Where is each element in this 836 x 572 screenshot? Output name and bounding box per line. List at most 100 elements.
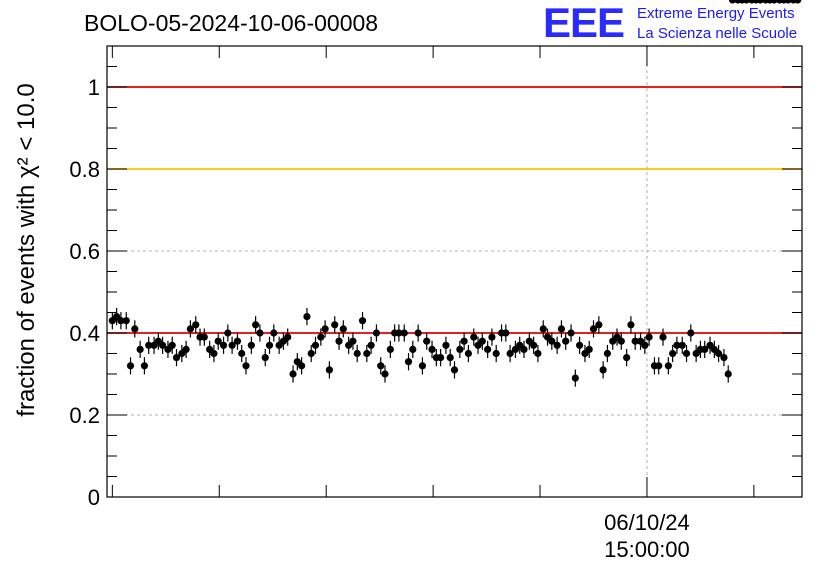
data-point — [585, 345, 593, 353]
data-point — [784, 0, 792, 4]
data-point — [539, 325, 547, 333]
data-point — [349, 337, 357, 345]
data-point — [289, 370, 297, 378]
data-point — [140, 362, 149, 370]
eee-logo-mark: EEE — [543, 0, 625, 46]
data-point — [456, 345, 464, 353]
data-point — [599, 366, 607, 374]
data-point — [571, 374, 579, 382]
data-point — [655, 362, 663, 370]
data-point — [728, 0, 737, 4]
y-tick-label: 0.4 — [69, 321, 100, 346]
data-point — [284, 333, 292, 341]
data-point — [400, 329, 408, 337]
data-point — [664, 362, 672, 370]
data-point — [367, 341, 375, 349]
data-point — [126, 362, 135, 370]
data-point — [214, 337, 222, 345]
data-point — [339, 325, 347, 333]
data-point — [627, 321, 635, 329]
data-point — [122, 317, 130, 325]
data-point — [530, 341, 538, 349]
data-point — [210, 349, 218, 358]
reference-lines — [107, 86, 802, 334]
data-point — [363, 349, 371, 358]
data-point — [117, 317, 125, 325]
data-point — [446, 354, 454, 362]
data-point — [724, 370, 732, 378]
data-point — [311, 341, 320, 349]
data-point — [673, 341, 681, 349]
data-point — [172, 354, 181, 362]
data-point — [136, 345, 144, 353]
data-point — [502, 329, 510, 337]
data-point — [423, 337, 431, 345]
data-point — [381, 370, 389, 378]
data-point — [224, 329, 232, 337]
data-point — [623, 354, 631, 362]
data-point — [617, 337, 625, 345]
data-point — [641, 341, 649, 349]
data-point — [358, 317, 367, 325]
data-point — [256, 329, 264, 337]
data-point — [742, 0, 750, 4]
data-point — [557, 325, 566, 333]
data-point — [659, 333, 667, 341]
data-point — [377, 362, 385, 370]
data-point — [321, 325, 329, 333]
data-point — [794, 0, 802, 4]
data-point — [252, 321, 260, 329]
data-point — [233, 337, 242, 345]
data-point — [553, 341, 561, 349]
data-point — [450, 366, 459, 374]
data-point — [261, 354, 269, 362]
data-point — [520, 345, 528, 353]
data-point — [414, 329, 422, 337]
data-point — [418, 362, 427, 370]
data-point — [562, 337, 570, 345]
data-point — [168, 341, 176, 349]
data-point — [192, 321, 200, 329]
data-point — [242, 362, 250, 370]
data-point — [595, 321, 603, 329]
data-point — [506, 349, 514, 358]
tick-labels: 00.20.40.60.8106/10/2415:00:0006/10/2416… — [69, 75, 690, 562]
data-point — [404, 358, 413, 366]
data-point — [228, 341, 236, 349]
data-point — [464, 349, 472, 358]
y-tick-label: 0.2 — [69, 403, 100, 428]
x-tick-label-time: 15:00:00 — [604, 537, 690, 562]
data-point — [386, 345, 394, 353]
data-point — [372, 329, 381, 337]
data-point — [303, 313, 311, 321]
data-point — [460, 337, 468, 345]
y-tick-label: 1 — [88, 75, 100, 100]
data-point — [182, 345, 190, 353]
axis-ticks — [107, 45, 802, 498]
data-point — [317, 333, 325, 341]
data-point — [437, 354, 445, 362]
data-point — [442, 341, 450, 349]
data-point — [428, 345, 436, 353]
data-point — [488, 333, 496, 341]
data-point — [669, 349, 677, 358]
data-point — [159, 341, 167, 349]
y-tick-label: 0.8 — [69, 157, 100, 182]
data-point — [756, 0, 764, 4]
data-point — [270, 329, 278, 337]
data-point — [298, 362, 306, 370]
eee-logo: EEE Extreme Energy Events La Scienza nel… — [543, 0, 833, 46]
data-point — [548, 337, 556, 345]
data-point — [395, 329, 403, 337]
data-point — [720, 354, 728, 362]
data-point — [331, 321, 339, 329]
data-point — [770, 0, 778, 4]
data-point — [247, 341, 255, 349]
y-tick-label: 0 — [88, 485, 100, 510]
data-point — [492, 349, 500, 358]
data-point — [631, 337, 639, 345]
logo-line-1: Extreme Energy Events — [637, 5, 795, 22]
data-points — [108, 0, 802, 387]
data-point — [567, 329, 575, 337]
